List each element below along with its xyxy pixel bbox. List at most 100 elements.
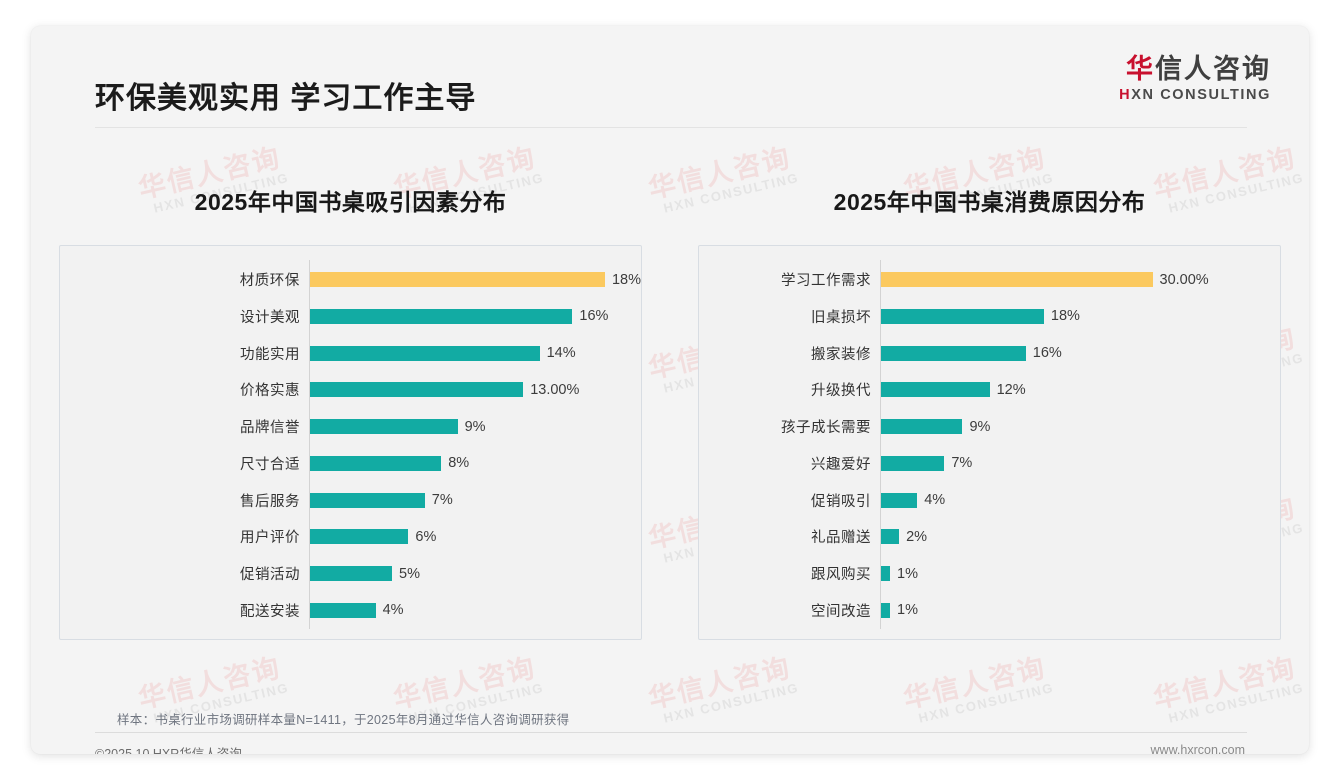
chart-title-right: 2025年中国书桌消费原因分布 <box>833 189 1146 215</box>
watermark-chinese: 华信人咨询 <box>1150 652 1299 715</box>
page-title: 环保美观实用 学习工作主导 <box>95 82 477 115</box>
bar-row: 孩子成长需要 9% <box>699 410 1280 443</box>
bar-row: 品牌信誉 9% <box>60 410 641 443</box>
logo-english-rest: XN CONSULTING <box>1131 87 1271 104</box>
plot-area-left: 材质环保 18% 设计美观 16% 功能实用 14% 价格实惠 13.00% 品牌信誉 9% 尺寸合… <box>60 246 641 639</box>
bar-category-label: 材质环保 <box>239 273 300 289</box>
bar-segment <box>310 529 409 545</box>
bar-value-label: 16% <box>1032 345 1062 362</box>
chart-column-right: 2025年中国书桌消费原因分布 学习工作需求 30.00% 旧桌损坏 18% 搬家装修 1… <box>670 129 1309 640</box>
bar-value-label: 18% <box>611 271 641 288</box>
bar-category-label: 旧桌损坏 <box>811 309 871 326</box>
chart-panel-right: 学习工作需求 30.00% 旧桌损坏 18% 搬家装修 16% 升级换代 12% 孩子成长需要 9… <box>698 245 1281 640</box>
logo-chinese-rest: 信人咨询 <box>1155 54 1271 84</box>
logo-hua-character: 华 <box>1126 54 1155 84</box>
bar-segment <box>310 419 458 435</box>
bar-category-label: 功能实用 <box>240 346 300 363</box>
footer-divider <box>95 732 1247 733</box>
bar-segment <box>881 529 900 545</box>
bar-category-label: 孩子成长需要 <box>781 420 871 437</box>
bar-row: 搬家装修 16% <box>699 337 1280 370</box>
watermark-english: HXN CONSULTING <box>917 680 1056 726</box>
bar-row: 尺寸合适 8% <box>60 447 641 480</box>
logo-h-character: H <box>1119 87 1132 104</box>
bar-value-label: 7% <box>431 492 453 509</box>
bar-category-label: 促销活动 <box>240 567 300 584</box>
bar-category-label: 设计美观 <box>240 309 300 326</box>
bar-segment <box>881 272 1153 287</box>
bar-row: 礼品赠送 2% <box>699 520 1280 553</box>
watermark-chinese: 华信人咨询 <box>900 652 1049 715</box>
bar-category-label: 学习工作需求 <box>781 273 871 289</box>
bar-segment <box>881 419 963 435</box>
bar-segment <box>310 382 524 398</box>
slide-header: 环保美观实用 学习工作主导 华信人咨询 HXN CONSULTING <box>31 26 1309 129</box>
bar-segment <box>881 382 990 398</box>
bar-segment <box>310 308 573 324</box>
bar-row: 升级换代 12% <box>699 373 1280 406</box>
bar-value-label: 2% <box>906 528 928 545</box>
bar-segment <box>881 602 891 618</box>
bar-segment <box>881 566 891 582</box>
chart-panel-left: 材质环保 18% 设计美观 16% 功能实用 14% 价格实惠 13.00% 品牌信誉 9% 尺寸合… <box>59 245 642 640</box>
bar-category-label: 尺寸合适 <box>240 456 300 473</box>
bar-category-label: 礼品赠送 <box>811 530 871 547</box>
bar-segment <box>309 272 605 287</box>
source-footnote: 样本：书桌行业市场调研样本量N=1411，于2025年8月通过华信人咨询调研获得 <box>117 713 570 727</box>
bar-category-label: 售后服务 <box>240 493 300 510</box>
bar-row: 促销活动 5% <box>60 557 641 590</box>
copyright-text: ©2025.10 HXR华信人咨询 <box>95 747 242 754</box>
bar-value-label: 18% <box>1050 308 1080 325</box>
bar-segment <box>881 308 1044 324</box>
watermark-chinese: 华信人咨询 <box>390 652 539 715</box>
bar-value-label: 8% <box>448 455 470 472</box>
company-logo: 华信人咨询 HXN CONSULTING <box>1119 54 1271 103</box>
bar-row: 功能实用 14% <box>60 337 641 370</box>
bar-value-label: 13.00% <box>530 381 580 398</box>
plot-area-right: 学习工作需求 30.00% 旧桌损坏 18% 搬家装修 16% 升级换代 12% 孩子成长需要 9… <box>699 246 1280 639</box>
watermark-english: HXN CONSULTING <box>1167 680 1306 726</box>
bar-row: 配送安装 4% <box>60 594 641 627</box>
bar-value-label: 9% <box>464 418 486 435</box>
bar-value-label: 1% <box>897 602 919 619</box>
bar-category-label: 兴趣爱好 <box>811 456 871 473</box>
bar-category-label: 空间改造 <box>811 603 871 620</box>
header-divider <box>95 127 1247 128</box>
bar-row: 促销吸引 4% <box>699 484 1280 517</box>
bar-row: 旧桌损坏 18% <box>699 300 1280 333</box>
axis-line-right <box>880 260 881 629</box>
chart-title-left: 2025年中国书桌吸引因素分布 <box>194 189 507 215</box>
website-url[interactable]: www.hxrcon.com <box>1150 743 1245 754</box>
bar-category-label: 品牌信誉 <box>240 420 300 437</box>
slide-card: 华信人咨询 HXN CONSULTING 华信人咨询 HXN CONSULTING 华信… <box>31 26 1309 754</box>
bar-segment <box>310 492 425 508</box>
bar-value-label: 12% <box>996 381 1026 398</box>
bar-category-label: 搬家装修 <box>811 346 871 363</box>
bar-value-label: 4% <box>382 602 404 619</box>
bar-value-label: 5% <box>399 565 420 582</box>
logo-chinese-text: 华信人咨询 <box>1119 54 1271 85</box>
charts-container: 2025年中国书桌吸引因素分布 材质环保 18% 设计美观 16% 功能实用 14% 价格实… <box>31 129 1309 640</box>
chart-column-left: 2025年中国书桌吸引因素分布 材质环保 18% 设计美观 16% 功能实用 14% 价格实… <box>31 129 670 640</box>
bar-row: 空间改造 1% <box>699 594 1280 627</box>
bar-value-label: 16% <box>579 308 609 325</box>
bar-row: 跟风购买 1% <box>699 557 1280 590</box>
bar-segment <box>310 602 376 618</box>
bar-value-label: 7% <box>951 455 973 472</box>
bar-row: 学习工作需求 30.00% <box>699 263 1280 296</box>
watermark-english: HXN CONSULTING <box>662 680 801 726</box>
bar-category-label: 升级换代 <box>811 383 871 400</box>
bar-value-label: 1% <box>897 565 919 582</box>
axis-line-left <box>309 260 310 629</box>
bar-value-label: 4% <box>924 492 946 509</box>
bar-row: 售后服务 7% <box>60 484 641 517</box>
logo-english-text: HXN CONSULTING <box>1119 87 1271 103</box>
bar-row: 兴趣爱好 7% <box>699 447 1280 480</box>
bar-category-label: 跟风购买 <box>811 567 871 584</box>
bar-category-label: 配送安装 <box>240 603 300 620</box>
bar-category-label: 促销吸引 <box>811 493 871 510</box>
bar-segment <box>881 345 1026 361</box>
